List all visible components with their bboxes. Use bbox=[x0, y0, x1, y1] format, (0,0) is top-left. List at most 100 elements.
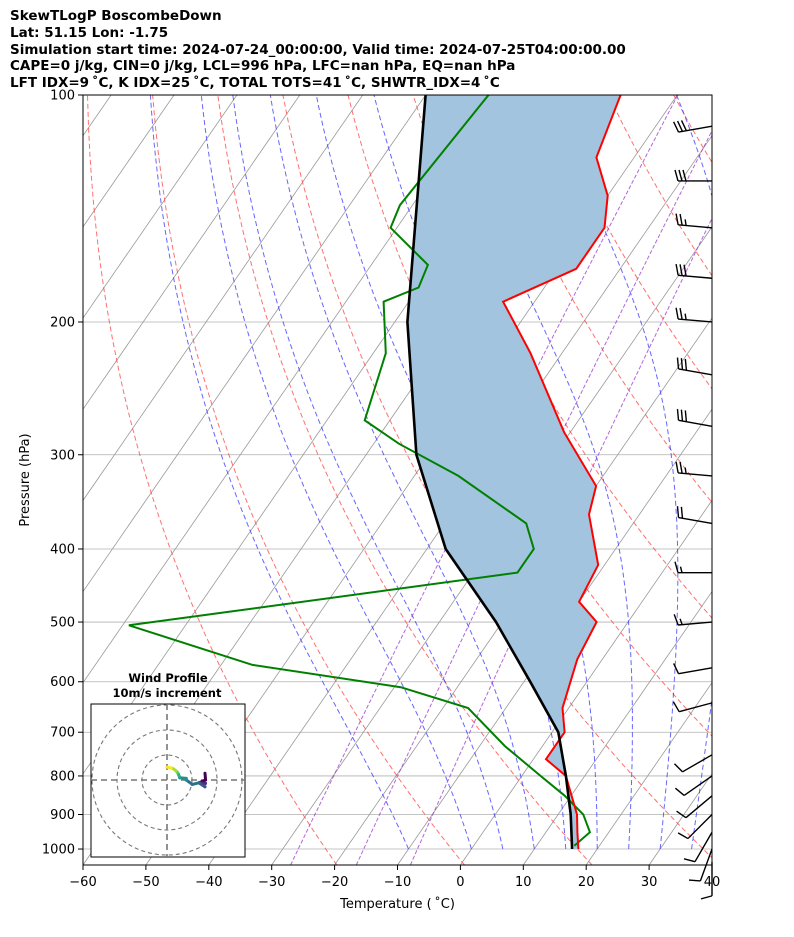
wind-barb bbox=[675, 263, 713, 279]
y-tick-label: 700 bbox=[50, 726, 75, 741]
wind-barb-flag bbox=[674, 787, 685, 796]
dewpoint-line bbox=[128, 95, 592, 847]
x-tick-label: −30 bbox=[258, 875, 285, 890]
wind-barb-staff bbox=[682, 754, 713, 773]
wind-barb-flag bbox=[673, 614, 679, 626]
wind-barb-flag bbox=[684, 410, 688, 422]
wind-barb-flag bbox=[680, 506, 684, 519]
wind-barb-flag bbox=[680, 409, 684, 422]
isotherm-line bbox=[397, 408, 712, 865]
wind-barb-flag bbox=[675, 307, 679, 320]
isotherm-line bbox=[83, 95, 489, 684]
moist-adiabat-line bbox=[232, 95, 504, 850]
wind-barb-flag bbox=[675, 213, 679, 225]
wind-barb-flag bbox=[679, 264, 683, 276]
wind-barb-flag bbox=[673, 121, 680, 133]
y-tick-label: 500 bbox=[50, 616, 75, 631]
wind-barb-staff bbox=[678, 667, 713, 675]
x-tick-label: 40 bbox=[704, 875, 721, 890]
wind-barb-flag bbox=[672, 701, 680, 713]
wind-barb bbox=[676, 357, 713, 376]
isotherm-line bbox=[83, 95, 426, 593]
wind-barb-flag bbox=[677, 832, 689, 840]
wind-barb-half-flag bbox=[684, 219, 687, 226]
y-axis-label: Pressure (hPa) bbox=[18, 433, 33, 526]
wind-barb bbox=[674, 169, 712, 182]
wind-barb-staff bbox=[687, 814, 713, 840]
wind-barb-flag bbox=[679, 461, 683, 474]
chart-header: SkewTLogP BoscombeDown Lat: 51.15 Lon: -… bbox=[10, 8, 626, 92]
time-line: Simulation start time: 2024-07-24_00:00:… bbox=[10, 41, 626, 58]
cape-shading bbox=[407, 95, 621, 849]
parcel-line bbox=[406, 95, 574, 850]
x-tick-label: −50 bbox=[132, 875, 159, 890]
wind-barb-flag bbox=[674, 169, 679, 182]
moist-adiabat-line bbox=[200, 95, 472, 850]
isotherm-line bbox=[585, 681, 712, 865]
y-tick-label: 600 bbox=[50, 675, 75, 690]
x-axis-label: Temperature ( ˚C) bbox=[339, 896, 455, 912]
wind-barb-flag bbox=[683, 858, 696, 863]
isotherm-line bbox=[83, 95, 175, 228]
wind-barb-staff bbox=[678, 419, 713, 427]
wind-barb-half-flag bbox=[679, 566, 683, 573]
location-line: Lat: 51.15 Lon: -1.75 bbox=[10, 24, 169, 41]
wind-barb-flag bbox=[676, 357, 680, 369]
wind-barb-flag bbox=[683, 264, 687, 277]
x-tick-label: 10 bbox=[515, 875, 532, 890]
mixing-ratio-line bbox=[409, 217, 712, 865]
wind-barb-flag bbox=[676, 506, 680, 518]
wind-barb-staff bbox=[678, 224, 713, 229]
inset-title: Wind Profile bbox=[128, 671, 208, 685]
y-tick-label: 200 bbox=[50, 315, 75, 330]
wind-barb-staff bbox=[678, 702, 713, 713]
moist-adiabat-line bbox=[448, 95, 633, 850]
wind-barb bbox=[674, 561, 712, 574]
chart-title: SkewTLogP BoscombeDown bbox=[10, 8, 222, 24]
isotherm-line bbox=[83, 95, 238, 319]
dry-adiabat-line bbox=[607, 95, 712, 277]
wind-barb-flag bbox=[676, 408, 680, 421]
wind-barb-staff bbox=[678, 318, 713, 323]
wind-barb-staff bbox=[694, 831, 713, 863]
wind-barb bbox=[683, 831, 713, 863]
wind-barb bbox=[675, 307, 713, 323]
wind-barb bbox=[676, 408, 713, 427]
wind-barb-staff bbox=[678, 472, 713, 477]
wind-barb bbox=[677, 814, 713, 840]
wind-barb-staff bbox=[678, 125, 713, 133]
wind-barb bbox=[674, 775, 713, 797]
wind-barb-staff bbox=[685, 795, 713, 819]
wind-barb-flag bbox=[682, 169, 687, 182]
wind-barb bbox=[673, 120, 713, 133]
mixing-ratio-line bbox=[355, 129, 712, 865]
wind-barb bbox=[675, 213, 713, 229]
wind-barb bbox=[673, 663, 713, 675]
wind-barb-flag bbox=[678, 169, 683, 182]
wind-barb-flag bbox=[675, 263, 679, 276]
wind-barb-staff bbox=[678, 621, 713, 626]
x-tick-label: −20 bbox=[321, 875, 348, 890]
wind-barb-flag bbox=[679, 213, 683, 226]
wind-barb-half-flag bbox=[684, 467, 687, 474]
isotherm-line bbox=[648, 773, 712, 865]
wind-barb-flag bbox=[674, 561, 679, 573]
dry-adiabat-line bbox=[87, 95, 338, 865]
wind-barb bbox=[676, 506, 713, 525]
x-tick-label: 20 bbox=[578, 875, 595, 890]
wind-barb-staff bbox=[683, 775, 713, 797]
wind-barb-flag bbox=[680, 358, 684, 370]
x-tick-label: −60 bbox=[69, 875, 96, 890]
wind-barb-flag bbox=[673, 763, 684, 773]
isotherm-line bbox=[711, 864, 712, 865]
hodograph-segment bbox=[165, 765, 173, 770]
wind-barb-staff bbox=[678, 274, 713, 279]
wind-barb-flag bbox=[679, 308, 683, 320]
y-tick-label: 300 bbox=[50, 448, 75, 463]
wind-barb-staff bbox=[678, 368, 713, 376]
wind-barb-half-flag bbox=[684, 313, 687, 320]
wind-barb-flag bbox=[684, 358, 688, 371]
isotherm-line bbox=[83, 95, 301, 410]
wind-barb-flag bbox=[673, 663, 680, 675]
